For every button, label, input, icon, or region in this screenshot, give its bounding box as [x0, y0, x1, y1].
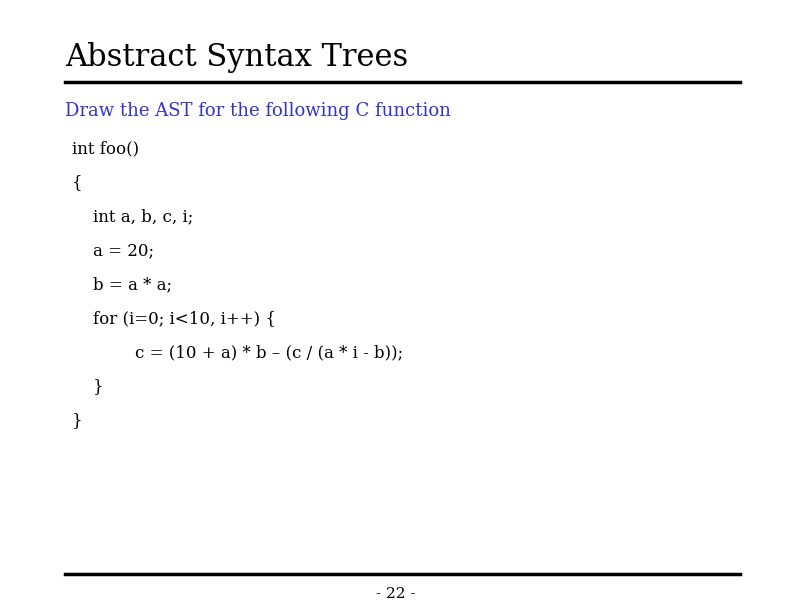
Text: {: { — [72, 174, 82, 191]
Text: a = 20;: a = 20; — [72, 242, 154, 259]
Text: c = (10 + a) * b – (c / (a * i - b));: c = (10 + a) * b – (c / (a * i - b)); — [72, 344, 403, 361]
Text: for (i=0; i<10, i++) {: for (i=0; i<10, i++) { — [72, 310, 276, 327]
Text: Draw the AST for the following C function: Draw the AST for the following C functio… — [65, 102, 451, 120]
Text: }: } — [72, 412, 82, 429]
Text: b = a * a;: b = a * a; — [72, 276, 172, 293]
Text: }: } — [72, 378, 104, 395]
Text: Abstract Syntax Trees: Abstract Syntax Trees — [65, 42, 408, 73]
Text: int foo(): int foo() — [72, 140, 139, 157]
Text: - 22 -: - 22 - — [376, 587, 416, 601]
Text: int a, b, c, i;: int a, b, c, i; — [72, 208, 193, 225]
